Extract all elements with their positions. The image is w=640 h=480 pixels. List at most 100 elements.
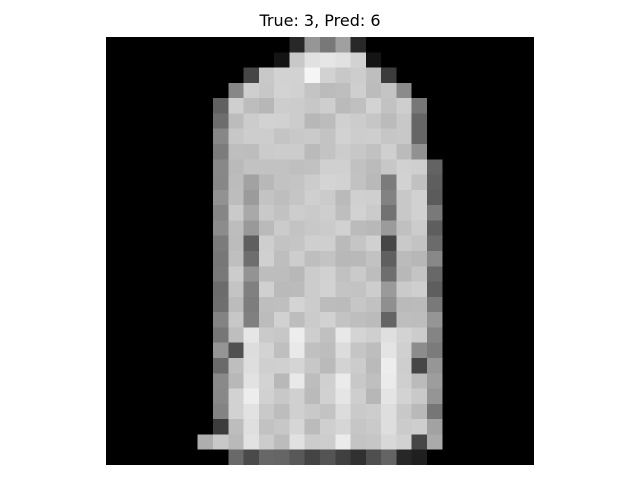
- pixel: [350, 312, 366, 328]
- pixel: [289, 37, 305, 53]
- pixel: [411, 144, 427, 160]
- pixel: [320, 37, 336, 53]
- pixel: [320, 174, 336, 190]
- pixel: [335, 403, 351, 420]
- pixel: [243, 174, 259, 190]
- pixel: [274, 373, 290, 389]
- pixel: [396, 128, 412, 144]
- pixel: [274, 235, 290, 251]
- pixel: [213, 98, 229, 114]
- pixel: [365, 235, 382, 251]
- pixel: [258, 113, 275, 129]
- pixel: [396, 419, 412, 435]
- pixel: [289, 113, 305, 129]
- pixel: [320, 144, 336, 160]
- pixel: [258, 144, 275, 160]
- pixel: [274, 312, 290, 328]
- pixel: [381, 358, 397, 374]
- pixel: [320, 403, 336, 420]
- pixel: [396, 281, 412, 297]
- pixel: [274, 388, 290, 404]
- pixel: [365, 327, 382, 343]
- pixel: [274, 220, 290, 236]
- pixel: [381, 128, 397, 144]
- pixel: [335, 342, 351, 358]
- pixel: [411, 113, 427, 129]
- pixel: [381, 159, 397, 175]
- pixel: [320, 220, 336, 236]
- pixel: [335, 388, 351, 404]
- pixel: [228, 235, 244, 251]
- pixel: [228, 403, 244, 420]
- pixel: [243, 296, 259, 313]
- pixel: [365, 98, 382, 114]
- pixel: [350, 419, 366, 435]
- pixel: [381, 82, 397, 99]
- pixel: [243, 98, 259, 114]
- pixel: [213, 342, 229, 358]
- pixel: [228, 449, 244, 465]
- pixel: [197, 434, 213, 450]
- pixel: [213, 358, 229, 374]
- pixel: [381, 220, 397, 236]
- pixel: [427, 327, 443, 343]
- pixel: [396, 189, 412, 206]
- pixel: [396, 251, 412, 267]
- pixel: [411, 281, 427, 297]
- pixel: [365, 419, 382, 435]
- pixel: [335, 144, 351, 160]
- pixel: [320, 205, 336, 221]
- pixel: [243, 449, 259, 465]
- pixel: [274, 342, 290, 358]
- pixel: [350, 144, 366, 160]
- plot-title: True: 3, Pred: 6: [259, 11, 381, 30]
- pixel: [243, 388, 259, 404]
- pixel: [228, 327, 244, 343]
- pixel: [365, 82, 382, 99]
- pixel: [365, 128, 382, 144]
- pixel: [381, 373, 397, 389]
- pixel: [335, 358, 351, 374]
- pixel: [350, 449, 366, 465]
- pixel: [427, 235, 443, 251]
- pixel: [304, 98, 320, 114]
- pixel: [258, 159, 275, 175]
- pixel: [396, 266, 412, 282]
- pixel: [381, 342, 397, 358]
- pixel: [213, 159, 229, 175]
- pixel: [365, 296, 382, 313]
- pixel: [396, 235, 412, 251]
- pixel: [289, 251, 305, 267]
- pixel: [243, 327, 259, 343]
- pixel: [335, 189, 351, 206]
- pixel: [335, 113, 351, 129]
- pixel: [213, 327, 229, 343]
- pixel: [228, 419, 244, 435]
- pixel: [304, 205, 320, 221]
- pixel: [381, 281, 397, 297]
- pixel: [243, 251, 259, 267]
- pixel: [335, 52, 351, 68]
- pixel: [411, 403, 427, 420]
- pixel: [289, 312, 305, 328]
- pixel: [228, 373, 244, 389]
- pixel: [320, 67, 336, 83]
- pixel: [427, 281, 443, 297]
- pixel: [350, 52, 366, 68]
- pixel: [427, 434, 443, 450]
- pixel: [243, 373, 259, 389]
- pixel: [228, 434, 244, 450]
- pixel: [243, 159, 259, 175]
- pixel: [396, 342, 412, 358]
- pixel: [304, 312, 320, 328]
- pixel: [289, 52, 305, 68]
- pixel: [381, 144, 397, 160]
- pixel: [320, 342, 336, 358]
- pixel: [381, 449, 397, 465]
- pixel: [258, 98, 275, 114]
- pixel: [396, 373, 412, 389]
- pixel: [258, 205, 275, 221]
- pixel: [304, 266, 320, 282]
- pixel: [274, 266, 290, 282]
- pixel: [213, 312, 229, 328]
